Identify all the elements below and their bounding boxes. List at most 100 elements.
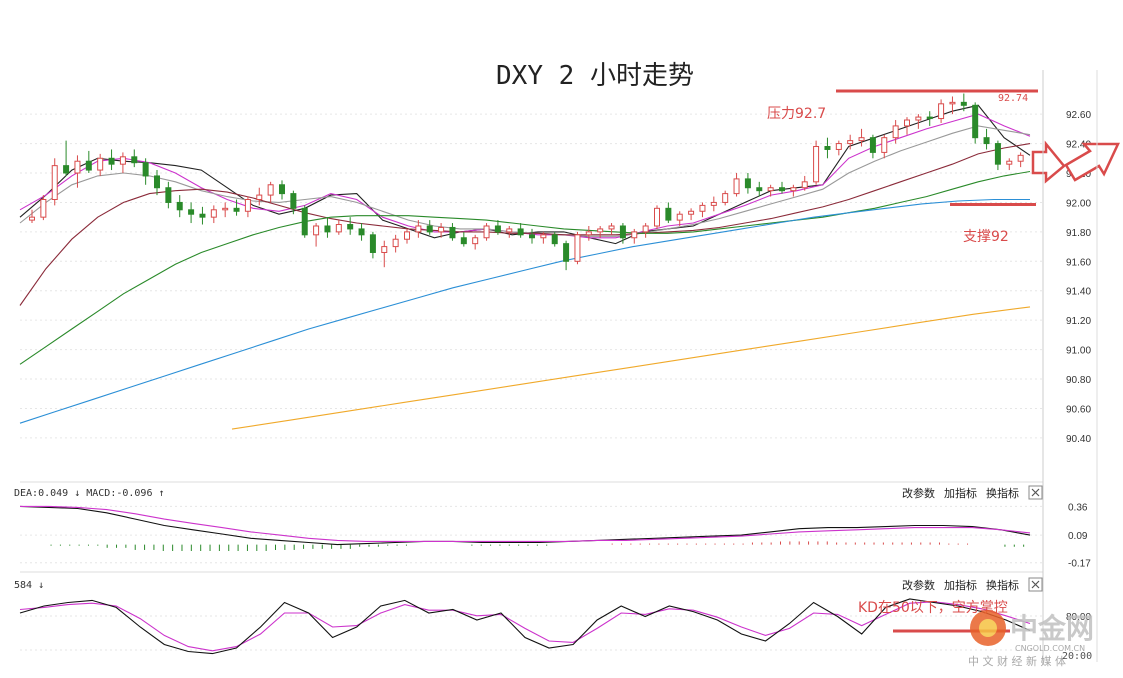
candle bbox=[449, 223, 456, 241]
candle-body bbox=[244, 198, 251, 212]
candle bbox=[63, 140, 70, 176]
price-tick-label: 92.00 bbox=[1066, 198, 1091, 209]
candle bbox=[392, 234, 399, 253]
candle-body bbox=[415, 225, 422, 233]
candle-body bbox=[949, 101, 956, 105]
watermark-tagline: 中 文 财 经 新 媒 体 bbox=[968, 654, 1066, 668]
candle bbox=[210, 205, 217, 224]
kd-switch-indicator-button[interactable]: 换指标 bbox=[986, 578, 1019, 592]
candle bbox=[779, 181, 785, 194]
candle bbox=[222, 202, 229, 218]
brand-logo-inner bbox=[979, 619, 997, 637]
candle bbox=[847, 134, 854, 150]
kd-k-line bbox=[19, 598, 1031, 655]
macd-edit-params-button[interactable]: 改参数 bbox=[902, 486, 935, 500]
kd-d-line bbox=[19, 601, 1031, 652]
price-tick-label: 91.80 bbox=[1066, 228, 1091, 239]
candle bbox=[165, 181, 172, 209]
price-tick-label: 91.00 bbox=[1066, 346, 1091, 357]
candle bbox=[131, 149, 138, 168]
candle-body bbox=[142, 162, 149, 177]
ma-line-ma10 bbox=[19, 113, 1031, 239]
candle bbox=[608, 223, 615, 235]
price-tick-label: 90.60 bbox=[1066, 404, 1091, 415]
candle-body bbox=[824, 146, 831, 150]
kd-edit-params-button[interactable]: 改参数 bbox=[902, 578, 935, 592]
candle bbox=[585, 225, 592, 241]
candle bbox=[51, 158, 58, 206]
candle-body bbox=[608, 225, 615, 230]
candle bbox=[892, 120, 899, 144]
candle-body bbox=[699, 204, 706, 212]
candle-body bbox=[529, 234, 535, 239]
candle-body bbox=[756, 187, 763, 192]
candle-body bbox=[767, 187, 774, 192]
candle bbox=[869, 134, 876, 159]
candle bbox=[654, 205, 660, 229]
candle bbox=[1006, 158, 1013, 171]
candle bbox=[176, 195, 183, 218]
candle-body bbox=[119, 156, 126, 165]
candle bbox=[199, 206, 206, 225]
ma-line-ma60 bbox=[19, 143, 1031, 306]
macd-tick-label: 0.36 bbox=[1068, 502, 1088, 513]
candle bbox=[994, 140, 1001, 171]
candle bbox=[335, 220, 342, 235]
time-label: 20:00 bbox=[1062, 651, 1092, 662]
candle bbox=[915, 114, 922, 129]
candle bbox=[824, 137, 831, 159]
candle-body bbox=[392, 238, 399, 248]
price-tick-label: 91.60 bbox=[1066, 257, 1091, 268]
candle-body bbox=[563, 243, 570, 262]
macd-dif-line bbox=[19, 505, 1031, 546]
candle-body bbox=[904, 119, 910, 127]
candle-body bbox=[460, 237, 467, 245]
candle bbox=[369, 231, 376, 259]
candle-body bbox=[404, 231, 410, 240]
kd-add-indicator-button[interactable]: 加指标 bbox=[944, 578, 977, 592]
macd-add-indicator-button[interactable]: 加指标 bbox=[944, 486, 977, 500]
candle bbox=[813, 140, 820, 185]
candle bbox=[279, 180, 285, 200]
price-tick-label: 91.40 bbox=[1066, 287, 1091, 298]
candle bbox=[404, 228, 410, 244]
candle-body bbox=[869, 137, 876, 153]
candle-body bbox=[154, 175, 160, 189]
candle bbox=[415, 220, 422, 238]
candle-body bbox=[665, 207, 672, 221]
candle-body bbox=[426, 225, 433, 233]
kd-close-icon[interactable] bbox=[1028, 577, 1043, 592]
candle bbox=[904, 117, 910, 135]
candle bbox=[108, 149, 115, 171]
watermark: 中金网 CNGOLD.COM.CN 中 文 财 经 新 媒 体 20:00 bbox=[968, 610, 1094, 668]
ma-line-ma120 bbox=[19, 170, 1031, 365]
candle bbox=[313, 223, 320, 247]
macd-switch-indicator-button[interactable]: 换指标 bbox=[986, 486, 1019, 500]
main-grid bbox=[20, 113, 1043, 439]
candle-body bbox=[858, 137, 865, 142]
candle-body bbox=[1017, 154, 1024, 162]
candle bbox=[960, 93, 967, 112]
candle-body bbox=[301, 207, 308, 236]
macd-panel: 0.36 0.09 -0.17 bbox=[19, 502, 1091, 570]
candle bbox=[324, 217, 331, 238]
chart-title: DXY 2 小时走势 bbox=[496, 61, 694, 91]
candle-body bbox=[51, 165, 58, 200]
candle-body bbox=[279, 184, 285, 195]
candle-body bbox=[210, 209, 217, 218]
ma-line-ma20 bbox=[19, 125, 1031, 237]
candle bbox=[597, 225, 604, 238]
candle-body bbox=[585, 231, 592, 236]
candles bbox=[29, 93, 1024, 271]
price-tick-label: 90.40 bbox=[1066, 434, 1091, 445]
candle bbox=[972, 102, 979, 144]
macd-close-icon[interactable] bbox=[1028, 485, 1043, 500]
candle bbox=[801, 175, 808, 191]
watermark-brand: 中金网 bbox=[1010, 612, 1094, 645]
macd-tick-label: -0.17 bbox=[1068, 559, 1091, 570]
candle bbox=[983, 128, 990, 150]
candle bbox=[926, 111, 933, 126]
candle bbox=[722, 190, 729, 206]
candle bbox=[529, 228, 535, 244]
watermark-url: CNGOLD.COM.CN bbox=[1015, 644, 1085, 653]
